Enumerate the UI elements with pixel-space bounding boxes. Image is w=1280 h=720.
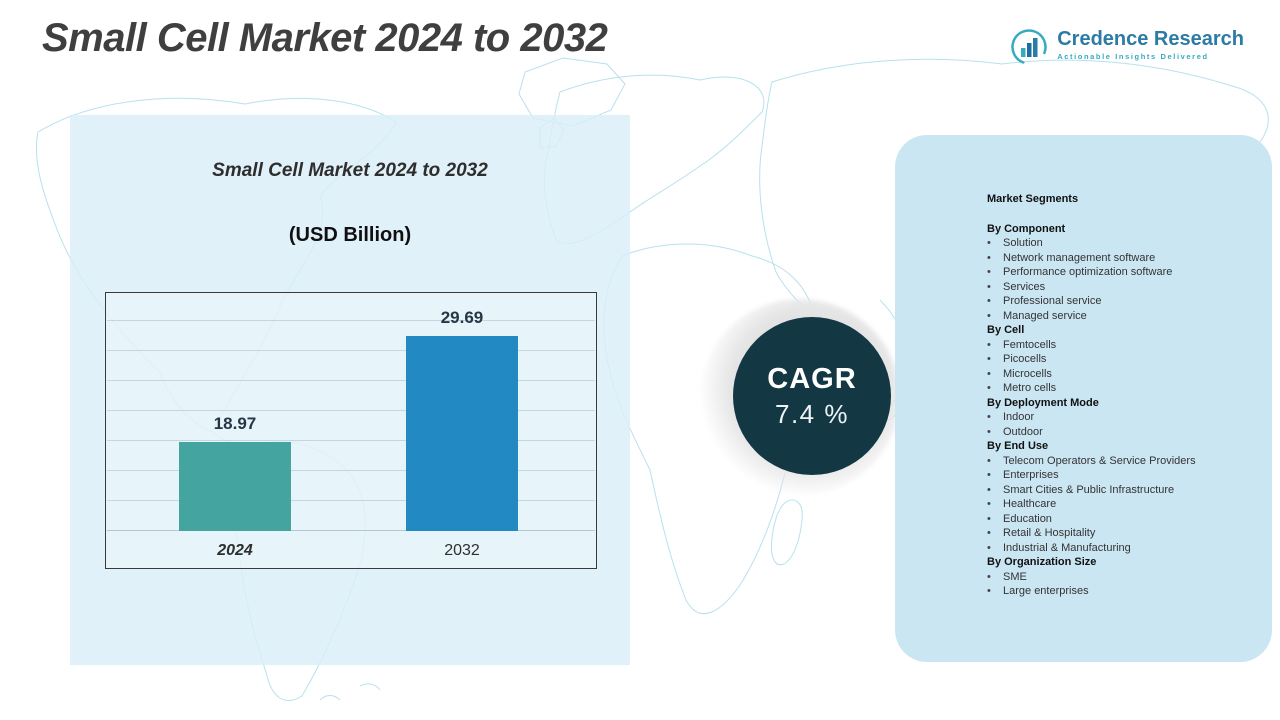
segment-item-label: Smart Cities & Public Infrastructure xyxy=(1003,483,1175,496)
bullet-icon: • xyxy=(987,512,991,525)
segment-item-label: Professional service xyxy=(1003,295,1102,307)
segment-item-label: Solution xyxy=(1003,237,1043,249)
segment-item-label: Managed service xyxy=(1003,309,1087,322)
segment-item: • Retail & Hospitality xyxy=(987,526,1256,541)
bar-group-2032: 29.69 2032 xyxy=(406,293,518,568)
segment-item: • Performance optimization software xyxy=(987,265,1256,280)
segment-item-label: Picocells xyxy=(1003,353,1047,365)
segment-item: • Large enterprises xyxy=(987,584,1256,599)
brand-tagline: Actionable Insights Delivered xyxy=(1057,52,1209,61)
segment-item-label: Outdoor xyxy=(1003,425,1043,438)
segment-item: • Enterprises xyxy=(987,468,1256,483)
segment-item: • SME xyxy=(987,570,1256,585)
bullet-icon: • xyxy=(987,280,991,293)
bullet-icon: • xyxy=(987,527,991,539)
segment-group-heading: By End Use xyxy=(987,440,1049,452)
segment-group-heading: By Organization Size xyxy=(987,556,1097,568)
segment-item: • Smart Cities & Public Infrastructure xyxy=(987,483,1256,498)
bullet-icon: • xyxy=(987,382,991,394)
segment-group-heading: By Deployment Mode xyxy=(987,396,1099,409)
bullet-icon: • xyxy=(987,251,991,264)
bullet-icon: • xyxy=(987,585,991,597)
credence-logo-icon xyxy=(1011,29,1047,65)
segment-item: • Femtocells xyxy=(987,338,1256,353)
bullet-icon: • xyxy=(987,295,991,307)
segment-item-label: Large enterprises xyxy=(1003,585,1089,597)
segment-item: • Managed service xyxy=(987,309,1256,324)
cagr-label: CAGR xyxy=(767,362,857,395)
segment-item: • Outdoor xyxy=(987,425,1256,440)
segment-item: • Industrial & Manufacturing xyxy=(987,541,1256,556)
segment-item-label: Indoor xyxy=(1003,411,1035,423)
segment-item-label: Performance optimization software xyxy=(1003,266,1173,278)
segment-groups: By Component • Solution • Network management… xyxy=(987,222,1256,599)
segment-item-label: Industrial & Manufacturing xyxy=(1003,541,1131,554)
chart-title: Small Cell Market 2024 to 2032 xyxy=(212,160,488,181)
bullet-icon: • xyxy=(987,338,991,351)
segment-item-label: Retail & Hospitality xyxy=(1003,527,1096,539)
segment-group-heading: By Cell xyxy=(987,324,1025,336)
segment-item: • Services xyxy=(987,280,1256,295)
bullet-icon: • xyxy=(987,309,991,322)
plot-area: 18.97 2024 29.69 2032 xyxy=(105,292,597,569)
segment-group-heading: By Component xyxy=(987,222,1066,235)
segment-item: • Network management software xyxy=(987,251,1256,266)
cagr-value: 7.4 % xyxy=(775,398,849,429)
bullet-icon: • xyxy=(987,454,991,467)
bullet-icon: • xyxy=(987,498,991,510)
bullet-icon: • xyxy=(987,411,991,423)
bullet-icon: • xyxy=(987,353,991,365)
segment-item: • Education xyxy=(987,512,1256,527)
segment-item: • Healthcare xyxy=(987,497,1256,512)
bullet-icon: • xyxy=(987,483,991,496)
page-title: Small Cell Market 2024 to 2032 xyxy=(42,16,608,60)
segment-item-label: Education xyxy=(1003,512,1052,525)
segment-item-label: Telecom Operators & Service Providers xyxy=(1003,454,1196,467)
segments-content: Market Segments By Component • Solution • Ne… xyxy=(987,192,1256,599)
segment-item-label: Network management software xyxy=(1003,251,1156,264)
brand-text-block: Credence Research Actionable Insights De… xyxy=(1057,28,1244,61)
bar-2024 xyxy=(179,442,291,531)
segment-item: • Professional service xyxy=(987,294,1256,309)
bar-value-label-2024: 18.97 xyxy=(213,414,257,433)
bullet-icon: • xyxy=(987,237,991,249)
bar-value-label-2032: 29.69 xyxy=(440,308,484,327)
brand-name: Credence Research xyxy=(1057,28,1244,50)
segment-item-label: Metro cells xyxy=(1003,382,1057,394)
bullet-icon: • xyxy=(987,367,991,380)
segment-item-label: Services xyxy=(1003,280,1046,293)
segment-item: • Metro cells xyxy=(987,381,1256,396)
cagr-badge: CAGR 7.4 % xyxy=(733,317,891,475)
segment-item-label: Femtocells xyxy=(1003,338,1057,351)
segment-item: • Indoor xyxy=(987,410,1256,425)
axis-label-2024: 2024 xyxy=(217,542,253,559)
segment-item: • Telecom Operators & Service Providers xyxy=(987,454,1256,469)
bullet-icon: • xyxy=(987,469,991,481)
segment-item-label: Enterprises xyxy=(1003,469,1059,481)
segments-title: Market Segments xyxy=(987,193,1079,205)
chart-subtitle: (USD Billion) xyxy=(288,224,412,246)
bullet-icon: • xyxy=(987,541,991,554)
bullet-icon: • xyxy=(987,570,991,583)
bullet-icon: • xyxy=(987,425,991,438)
bar-2032 xyxy=(406,336,518,531)
segment-item: • Picocells xyxy=(987,352,1256,367)
bullet-icon: • xyxy=(987,266,991,278)
segment-item-label: SME xyxy=(1003,570,1027,583)
bar-group-2024: 18.97 2024 xyxy=(179,293,291,568)
chart-panel: Small Cell Market 2024 to 2032 (USD Bill… xyxy=(70,115,630,665)
segment-item-label: Microcells xyxy=(1003,367,1052,380)
axis-label-2032: 2032 xyxy=(444,542,480,559)
segment-item: • Solution xyxy=(987,236,1256,251)
segment-item-label: Healthcare xyxy=(1003,498,1057,510)
market-segments-panel: Market Segments By Component • Solution • Ne… xyxy=(895,135,1272,662)
segment-item: • Microcells xyxy=(987,367,1256,382)
brand-logo: Credence Research Actionable Insights De… xyxy=(1010,28,1244,66)
